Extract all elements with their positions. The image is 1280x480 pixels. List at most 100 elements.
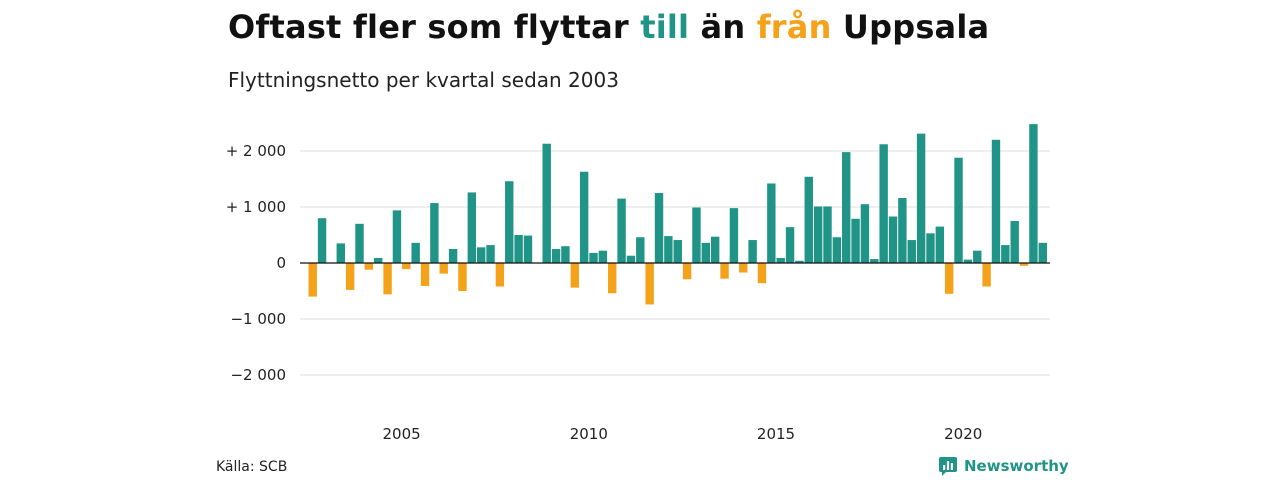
chart-title: Oftast fler som flyttar till än från Upp… xyxy=(228,8,989,46)
bar xyxy=(1010,221,1019,263)
bar xyxy=(720,263,729,279)
bar xyxy=(1019,263,1029,266)
bar xyxy=(701,242,711,263)
bar xyxy=(645,263,654,305)
bar xyxy=(916,133,926,263)
bar xyxy=(383,263,392,295)
chart-subtitle: Flyttningsnetto per kvartal sedan 2003 xyxy=(228,68,619,92)
axes: + 2 000 + 1 000 0 −1 000 −2 000 2005 2010 2015 2… xyxy=(226,142,1050,443)
bar xyxy=(345,263,355,290)
bar xyxy=(514,235,523,263)
bar xyxy=(561,246,570,263)
bar xyxy=(654,193,664,263)
bar xyxy=(757,263,767,284)
bar xyxy=(804,176,813,263)
bar xyxy=(813,206,823,263)
brand-name: Newsworthy xyxy=(964,457,1069,475)
bar xyxy=(495,263,505,287)
bar xyxy=(542,143,551,263)
bar xyxy=(467,192,477,263)
bar xyxy=(926,233,935,263)
bar xyxy=(486,245,495,263)
bar xyxy=(898,198,907,263)
x-tick-label: 2010 xyxy=(570,425,608,443)
bar xyxy=(673,240,682,263)
bar xyxy=(608,263,617,294)
bar xyxy=(935,226,945,263)
bar xyxy=(879,144,888,263)
bar xyxy=(364,263,374,270)
bar xyxy=(589,252,598,263)
title-word-fran: från xyxy=(756,8,832,46)
bar xyxy=(982,263,991,287)
bar xyxy=(579,171,589,263)
bar xyxy=(729,208,739,263)
bar xyxy=(870,259,879,263)
x-tick-label: 2015 xyxy=(757,425,795,443)
y-tick-label: 0 xyxy=(276,254,286,272)
bars xyxy=(308,124,1047,305)
bar xyxy=(692,207,701,263)
y-tick-label: −1 000 xyxy=(230,310,286,328)
title-suffix: Uppsala xyxy=(831,8,990,46)
bar xyxy=(842,152,851,263)
y-tick-label: −2 000 xyxy=(230,366,286,384)
bar xyxy=(626,255,636,263)
bar xyxy=(954,157,963,263)
title-middle: än xyxy=(689,8,757,46)
x-tick-label: 2005 xyxy=(383,425,421,443)
bar xyxy=(317,218,327,263)
bar xyxy=(458,263,467,291)
bar xyxy=(832,237,842,263)
bar xyxy=(411,242,420,263)
bar xyxy=(1001,245,1010,263)
bar xyxy=(308,263,317,297)
bar xyxy=(907,240,916,263)
bar xyxy=(710,236,720,263)
y-tick-label: + 1 000 xyxy=(226,198,286,216)
bar xyxy=(1038,242,1047,263)
bar xyxy=(767,183,776,263)
bar xyxy=(851,218,860,263)
bar xyxy=(505,181,514,263)
bar xyxy=(336,243,345,263)
bar xyxy=(664,236,673,263)
title-prefix: Oftast fler som flyttar xyxy=(228,8,641,46)
bar xyxy=(860,204,870,263)
bar xyxy=(682,263,692,280)
bar xyxy=(636,237,645,263)
bar xyxy=(392,210,402,263)
bar-chart-logo-icon xyxy=(939,457,957,476)
bar xyxy=(944,263,954,294)
bar xyxy=(991,139,1001,263)
bar xyxy=(973,250,982,263)
bar xyxy=(439,263,448,274)
newsworthy-logo[interactable]: Newsworthy xyxy=(938,456,1069,476)
bar xyxy=(402,263,411,270)
bar xyxy=(823,206,832,263)
bar xyxy=(617,198,626,263)
bar xyxy=(355,223,364,263)
y-tick-label: + 2 000 xyxy=(226,142,286,160)
bar xyxy=(776,257,785,263)
source-credit: Källa: SCB xyxy=(216,459,288,475)
bar xyxy=(448,249,458,263)
bar xyxy=(570,263,579,288)
bar xyxy=(598,250,608,263)
bar xyxy=(795,260,804,263)
bar xyxy=(1029,124,1038,264)
bar xyxy=(476,247,486,263)
bar xyxy=(374,257,383,263)
bar xyxy=(420,263,430,286)
bar xyxy=(748,240,757,263)
title-word-till: till xyxy=(640,8,690,46)
x-tick-label: 2020 xyxy=(944,425,982,443)
bar xyxy=(963,259,973,263)
bar xyxy=(430,203,439,263)
bar xyxy=(785,227,795,263)
bar xyxy=(551,249,561,263)
bar xyxy=(888,216,898,263)
bar xyxy=(739,263,748,273)
bar xyxy=(523,235,533,263)
